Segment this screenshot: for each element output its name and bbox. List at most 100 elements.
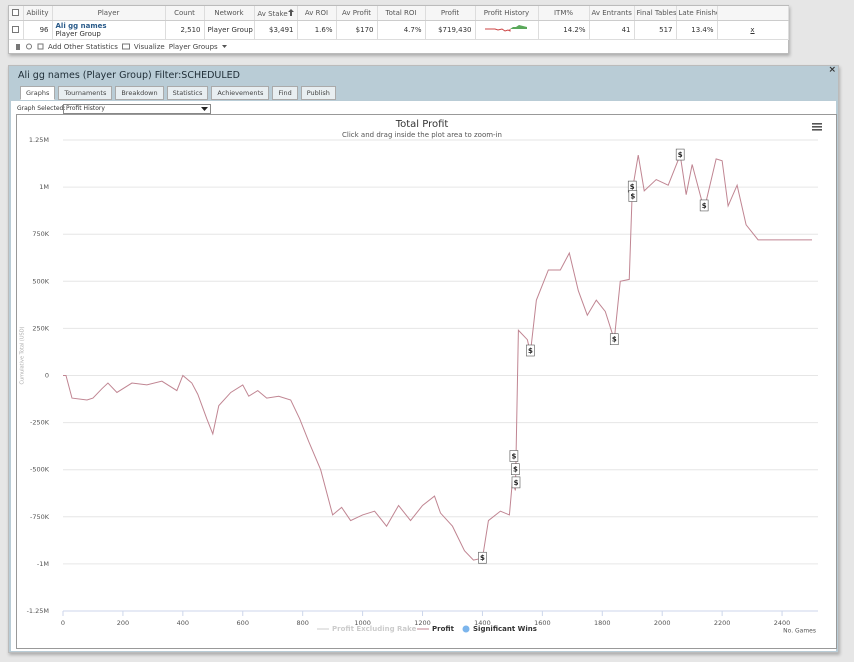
y-tick-label: 0 xyxy=(45,372,49,380)
flag-label: $ xyxy=(528,347,533,355)
refresh-icon[interactable] xyxy=(25,43,33,50)
tab[interactable]: Tournaments xyxy=(58,86,113,100)
col-header[interactable]: Network xyxy=(204,6,255,21)
significant-win-flag: $ xyxy=(511,476,521,489)
x-tick-label: 1400 xyxy=(474,619,491,627)
col-header[interactable]: Av ROI xyxy=(297,6,337,21)
col-header[interactable]: Av Stake xyxy=(254,6,298,21)
flag-box xyxy=(609,333,619,346)
col-header[interactable]: Count xyxy=(165,6,205,21)
menu-icon[interactable] xyxy=(812,123,822,131)
x-tick-label: 400 xyxy=(177,619,189,627)
legend-label[interactable]: Significant Wins xyxy=(473,625,537,633)
player-groups[interactable]: Player Groups xyxy=(168,42,218,51)
flag-box xyxy=(511,476,521,489)
col-header[interactable]: ITM% xyxy=(538,6,590,21)
flag-label: $ xyxy=(514,479,519,487)
chart: Total Profit Click and drag inside the p… xyxy=(20,119,822,635)
flag-label: $ xyxy=(511,453,516,461)
delete-icon[interactable] xyxy=(15,43,21,50)
graph-selected-label: Graph Selected: xyxy=(17,105,66,112)
flag-label: $ xyxy=(513,466,518,474)
col-header[interactable]: Total ROI xyxy=(377,6,426,21)
data-row: 96 Ali gg names Player Group 2,510 Player… xyxy=(9,20,789,40)
chart-subtitle: Click and drag inside the plot area to z… xyxy=(342,131,502,139)
y-tick-label: 750K xyxy=(32,230,49,238)
col-header[interactable]: Ability xyxy=(23,6,53,21)
cell: 2,510 xyxy=(165,20,205,40)
col-header[interactable]: Profit History xyxy=(475,6,539,21)
col-header[interactable]: Late Finishes xyxy=(676,6,718,21)
tabs: Graphs Tournaments Breakdown Statistics … xyxy=(20,86,336,100)
graph-panel: Ali gg names (Player Group) Filter:SCHED… xyxy=(8,65,839,653)
x-tick-label: 2200 xyxy=(714,619,731,627)
cell: 14.2% xyxy=(538,20,590,40)
y-tick-label: -1.25M xyxy=(27,607,49,615)
tab[interactable]: Achievements xyxy=(211,86,270,100)
sort-arrow xyxy=(287,8,294,16)
remove-link[interactable]: x xyxy=(717,20,789,40)
flag-label: $ xyxy=(630,193,635,201)
x-tick-label: 1800 xyxy=(594,619,611,627)
x-tick-label: 2000 xyxy=(654,619,671,627)
legend-label[interactable]: Profit Excluding Rake xyxy=(332,625,417,633)
sparkline xyxy=(484,25,527,32)
tab-content: Graph Selected: Profit History Total Pro… xyxy=(11,101,837,651)
tab[interactable]: Find xyxy=(272,86,298,100)
panel-title: Ali gg names (Player Group) Filter:SCHED… xyxy=(18,70,240,81)
sparkline-cell xyxy=(475,20,539,40)
visualize-icon xyxy=(121,43,130,50)
flag-box xyxy=(511,463,520,476)
tab[interactable]: Statistics xyxy=(166,86,209,100)
y-tick-label: 1M xyxy=(39,183,49,191)
player-link[interactable]: Ali gg names xyxy=(55,22,107,30)
flag-label: $ xyxy=(630,183,635,191)
significant-win-flag: $ xyxy=(526,344,535,357)
col-header[interactable]: Av Entrants xyxy=(589,6,635,21)
cell: $170 xyxy=(336,20,378,40)
player-cell: Ali gg names Player Group xyxy=(52,20,166,40)
tab[interactable]: Publish xyxy=(300,86,336,100)
add-icon xyxy=(37,43,44,50)
y-tick-label: 1.25M xyxy=(29,136,49,144)
flag-label: $ xyxy=(480,554,485,562)
y-tick-label: 250K xyxy=(32,324,49,332)
x-tick-label: 200 xyxy=(117,619,129,627)
visualize[interactable]: Visualize xyxy=(133,42,165,51)
col-header[interactable]: Av Profit xyxy=(336,6,378,21)
player-type: Player Group xyxy=(55,30,101,38)
add-stats[interactable]: Add Other Statistics xyxy=(48,42,118,51)
flag-box xyxy=(675,148,685,161)
col-header[interactable]: Final Tables xyxy=(634,6,677,21)
cell: Player Group xyxy=(204,20,255,40)
cell: 4.7% xyxy=(377,20,426,40)
flag-label: $ xyxy=(702,202,707,210)
y-tick-label: -1M xyxy=(37,560,49,568)
legend-label[interactable]: Profit xyxy=(432,625,455,633)
cell: $3,491 xyxy=(254,20,298,40)
select-all[interactable] xyxy=(9,6,24,21)
col-header[interactable]: Player xyxy=(52,6,166,21)
significant-win-flag: $ xyxy=(628,190,638,202)
row-check[interactable] xyxy=(9,20,24,40)
x-axis-title: No. Games xyxy=(783,628,816,635)
x-tick-label: 800 xyxy=(296,619,308,627)
y-axis-title: Cumulative Total (USD) xyxy=(20,326,26,384)
tab[interactable]: Breakdown xyxy=(115,86,164,100)
x-tick-label: 1600 xyxy=(534,619,551,627)
significant-win-flag: $ xyxy=(675,148,685,161)
tab[interactable]: Graphs xyxy=(20,86,56,100)
flag-box xyxy=(478,551,487,564)
graph-select[interactable]: Profit History xyxy=(63,104,211,114)
stats-table-panel: Ability Player Count Network Av Stake Av… xyxy=(8,5,789,54)
graph-select-value: Profit History xyxy=(66,105,105,112)
flag-box xyxy=(699,199,709,212)
close-button[interactable]: × xyxy=(828,65,836,75)
col-header[interactable]: Profit xyxy=(425,6,476,21)
col-header xyxy=(717,6,789,21)
cell: 41 xyxy=(589,20,635,40)
cell: 13.4% xyxy=(676,20,718,40)
toolbar: Add Other Statistics Visualize Player Gr… xyxy=(9,40,788,53)
x-tick-label: 0 xyxy=(61,619,65,627)
